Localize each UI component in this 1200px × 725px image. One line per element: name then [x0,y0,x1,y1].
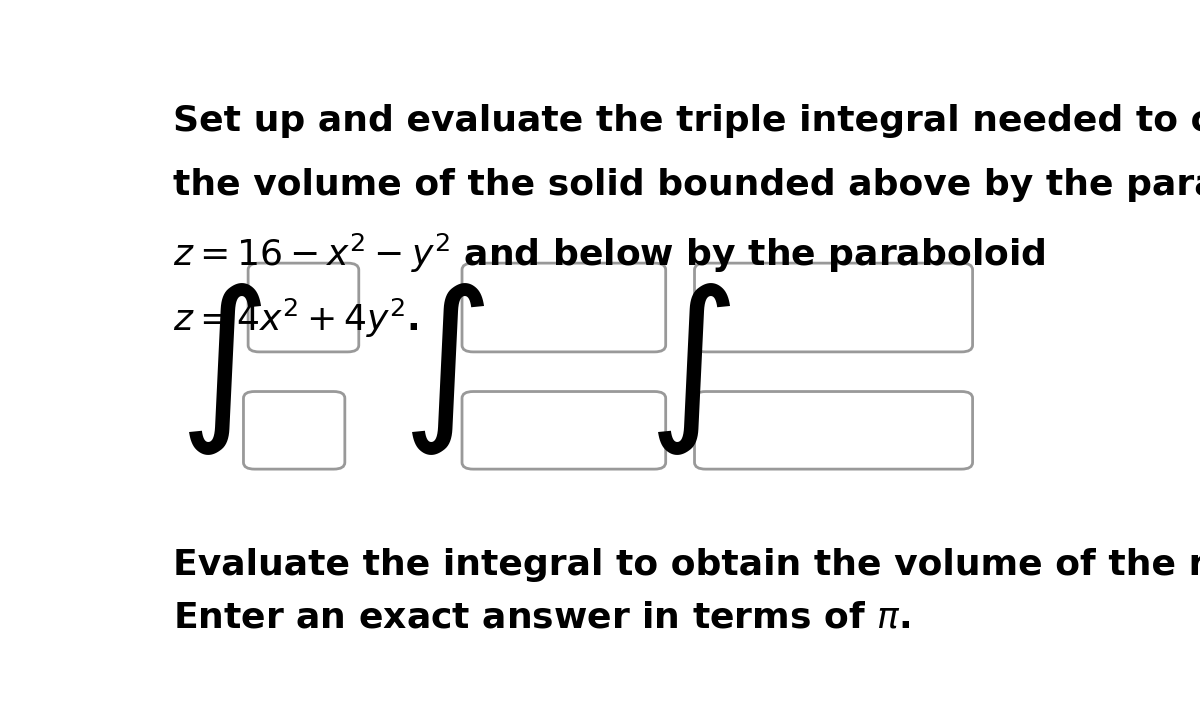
Text: $\int$: $\int$ [401,281,485,457]
Text: Enter an exact answer in terms of $\pi$.: Enter an exact answer in terms of $\pi$. [173,600,911,634]
Text: Evaluate the integral to obtain the volume of the region.: Evaluate the integral to obtain the volu… [173,547,1200,581]
FancyBboxPatch shape [462,392,666,469]
Text: $\int$: $\int$ [647,281,732,457]
FancyBboxPatch shape [695,263,972,352]
Text: $z = 16 - x^2 - y^2$ and below by the paraboloid: $z = 16 - x^2 - y^2$ and below by the pa… [173,232,1045,276]
Text: $\int$: $\int$ [178,281,262,457]
Text: $z = 4x^2 + 4y^2$.: $z = 4x^2 + 4y^2$. [173,297,419,339]
Text: the volume of the solid bounded above by the paraboloid: the volume of the solid bounded above by… [173,168,1200,202]
FancyBboxPatch shape [248,263,359,352]
FancyBboxPatch shape [462,263,666,352]
FancyBboxPatch shape [244,392,344,469]
FancyBboxPatch shape [695,392,972,469]
Text: Set up and evaluate the triple integral needed to compute: Set up and evaluate the triple integral … [173,104,1200,138]
